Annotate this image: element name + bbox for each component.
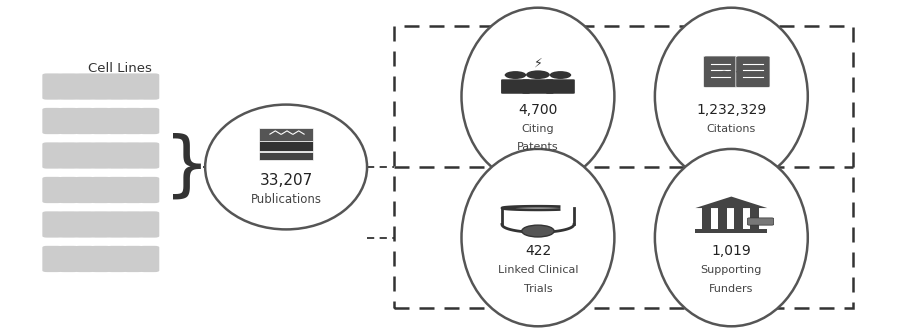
Text: Cell Lines: Cell Lines — [88, 62, 152, 75]
Text: Citations: Citations — [707, 124, 756, 134]
FancyBboxPatch shape — [259, 128, 313, 141]
FancyBboxPatch shape — [43, 246, 62, 272]
FancyBboxPatch shape — [139, 73, 159, 100]
FancyBboxPatch shape — [75, 142, 94, 169]
Text: Funders: Funders — [710, 284, 754, 294]
Ellipse shape — [655, 8, 808, 185]
FancyBboxPatch shape — [139, 177, 159, 203]
FancyBboxPatch shape — [90, 177, 110, 203]
Text: Citing: Citing — [521, 124, 554, 134]
Text: Trials: Trials — [524, 284, 552, 294]
FancyBboxPatch shape — [75, 73, 94, 100]
FancyBboxPatch shape — [703, 56, 738, 88]
Text: ⚡: ⚡ — [534, 57, 542, 70]
FancyBboxPatch shape — [90, 73, 110, 100]
Text: 422: 422 — [525, 244, 551, 258]
FancyBboxPatch shape — [75, 177, 94, 203]
Text: 33,207: 33,207 — [260, 173, 313, 188]
FancyBboxPatch shape — [123, 73, 143, 100]
FancyBboxPatch shape — [139, 211, 159, 237]
FancyBboxPatch shape — [701, 208, 710, 231]
FancyBboxPatch shape — [107, 211, 127, 237]
FancyBboxPatch shape — [43, 177, 62, 203]
Ellipse shape — [655, 149, 808, 326]
FancyBboxPatch shape — [75, 211, 94, 237]
FancyBboxPatch shape — [90, 142, 110, 169]
FancyBboxPatch shape — [107, 142, 127, 169]
FancyBboxPatch shape — [59, 142, 79, 169]
FancyBboxPatch shape — [90, 246, 110, 272]
Polygon shape — [695, 197, 767, 208]
FancyBboxPatch shape — [748, 218, 774, 225]
Text: Linked Clinical: Linked Clinical — [498, 266, 578, 276]
Ellipse shape — [462, 8, 614, 185]
FancyBboxPatch shape — [522, 79, 554, 94]
Circle shape — [522, 225, 554, 237]
FancyBboxPatch shape — [107, 177, 127, 203]
FancyBboxPatch shape — [43, 108, 62, 134]
FancyBboxPatch shape — [43, 211, 62, 237]
FancyBboxPatch shape — [43, 73, 62, 100]
Text: Publications: Publications — [251, 193, 321, 206]
FancyBboxPatch shape — [259, 152, 313, 160]
FancyBboxPatch shape — [736, 56, 770, 88]
Circle shape — [729, 71, 734, 73]
FancyBboxPatch shape — [718, 208, 727, 231]
FancyBboxPatch shape — [139, 246, 159, 272]
FancyBboxPatch shape — [107, 108, 127, 134]
FancyBboxPatch shape — [59, 73, 79, 100]
Ellipse shape — [462, 149, 614, 326]
FancyBboxPatch shape — [734, 208, 743, 231]
FancyBboxPatch shape — [123, 246, 143, 272]
Circle shape — [736, 71, 741, 73]
FancyBboxPatch shape — [59, 246, 79, 272]
FancyBboxPatch shape — [59, 108, 79, 134]
FancyBboxPatch shape — [259, 141, 313, 151]
FancyBboxPatch shape — [75, 108, 94, 134]
FancyBboxPatch shape — [43, 142, 62, 169]
FancyBboxPatch shape — [75, 246, 94, 272]
FancyBboxPatch shape — [123, 177, 143, 203]
Ellipse shape — [205, 105, 367, 229]
Text: 1,019: 1,019 — [711, 244, 751, 258]
FancyBboxPatch shape — [695, 229, 767, 233]
FancyBboxPatch shape — [107, 246, 127, 272]
Text: Supporting: Supporting — [700, 266, 762, 276]
FancyBboxPatch shape — [123, 211, 143, 237]
FancyBboxPatch shape — [59, 211, 79, 237]
Circle shape — [526, 70, 550, 79]
Text: 1,232,329: 1,232,329 — [696, 103, 767, 117]
Text: }: } — [164, 133, 210, 201]
FancyBboxPatch shape — [123, 108, 143, 134]
Circle shape — [721, 71, 727, 73]
Circle shape — [505, 71, 526, 79]
FancyBboxPatch shape — [123, 142, 143, 169]
FancyBboxPatch shape — [90, 211, 110, 237]
Text: Patents: Patents — [517, 142, 558, 152]
FancyBboxPatch shape — [90, 108, 110, 134]
FancyBboxPatch shape — [546, 79, 575, 94]
Circle shape — [549, 71, 571, 79]
FancyBboxPatch shape — [59, 177, 79, 203]
FancyBboxPatch shape — [107, 73, 127, 100]
FancyBboxPatch shape — [750, 208, 759, 231]
FancyBboxPatch shape — [139, 142, 159, 169]
FancyBboxPatch shape — [501, 79, 529, 94]
Text: 4,700: 4,700 — [519, 103, 557, 117]
FancyBboxPatch shape — [139, 108, 159, 134]
